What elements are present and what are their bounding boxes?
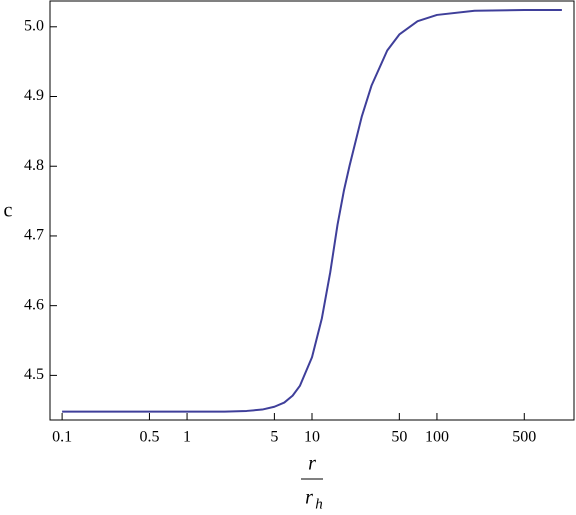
y-tick-label: 4.8: [24, 157, 44, 174]
x-tick-label: 0.1: [52, 429, 72, 446]
x-label-denominator: r: [305, 487, 313, 509]
x-tick-label: 500: [512, 429, 536, 446]
x-tick-label: 50: [391, 429, 407, 446]
y-axis-label: c: [4, 200, 13, 222]
x-label-numerator: r: [308, 453, 316, 475]
data-line: [62, 9, 562, 413]
x-tick-label: 1: [183, 429, 191, 446]
x-tick-label: 5: [270, 429, 278, 446]
y-tick-label: 4.7: [24, 227, 44, 244]
x-tick-label: 100: [425, 429, 449, 446]
y-tick-label: 4.6: [24, 296, 44, 313]
y-tick-label: 5.0: [24, 17, 44, 34]
x-tick-label: 10: [304, 429, 320, 446]
x-tick-label: 0.5: [139, 429, 159, 446]
y-tick-label: 4.5: [24, 366, 44, 383]
x-label-subscript: h: [315, 496, 323, 512]
y-tick-label: 4.9: [24, 87, 44, 104]
